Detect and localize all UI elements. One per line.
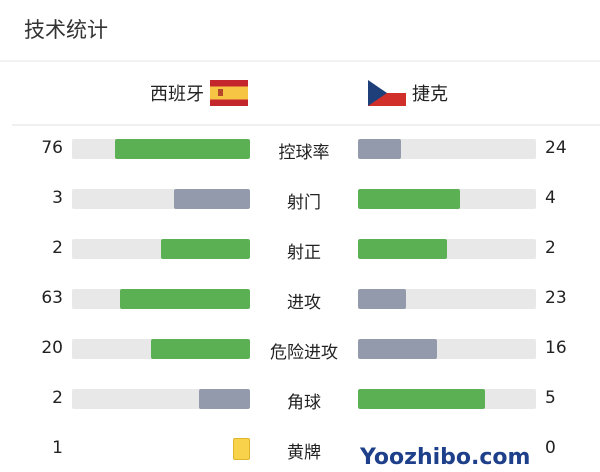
home-bar-fill <box>161 239 250 259</box>
home-value: 3 <box>52 188 63 208</box>
page-title: 技术统计 <box>24 18 108 42</box>
away-value: 23 <box>545 288 567 308</box>
spain-flag-icon <box>210 80 248 106</box>
stat-label: 角球 <box>287 393 321 413</box>
away-bar <box>358 389 536 409</box>
home-value: 20 <box>41 338 63 358</box>
home-bar-fill <box>119 289 250 309</box>
away-bar <box>358 189 536 209</box>
away-value: 4 <box>545 188 556 208</box>
home-value: 1 <box>52 438 63 458</box>
home-bar-fill <box>114 139 250 159</box>
stat-row: 2 角球 5 <box>0 384 600 414</box>
home-team: 西班牙 <box>150 80 248 106</box>
watermark: Yoozhibo.com <box>360 445 531 470</box>
home-bar-fill <box>151 339 250 359</box>
stat-row: 3 射门 4 <box>0 184 600 214</box>
home-bar <box>72 239 250 259</box>
away-team-name: 捷克 <box>412 84 448 105</box>
away-bar <box>358 139 536 159</box>
home-bar-fill <box>199 389 250 409</box>
away-value: 5 <box>545 388 556 408</box>
away-value: 16 <box>545 338 567 358</box>
home-bar-fill <box>173 189 250 209</box>
stat-label: 控球率 <box>278 143 330 163</box>
away-team: 捷克 <box>368 80 448 106</box>
home-value: 2 <box>52 388 63 408</box>
away-bar-fill <box>358 389 486 409</box>
home-bar <box>72 189 250 209</box>
away-value: 2 <box>545 238 556 258</box>
away-bar-fill <box>358 139 401 159</box>
stat-row: 20 危险进攻 16 <box>0 334 600 364</box>
home-value: 2 <box>52 238 63 258</box>
away-value: 24 <box>545 138 567 158</box>
teams-header: 西班牙 捷克 <box>0 80 600 110</box>
home-bar <box>72 289 250 309</box>
home-value: 76 <box>41 138 63 158</box>
stat-row: 2 射正 2 <box>0 234 600 264</box>
stat-label: 射门 <box>287 193 321 213</box>
stat-row: 1 黄牌 0 <box>0 434 600 464</box>
yellow-card-icon <box>233 438 250 460</box>
stat-label: 进攻 <box>287 293 321 313</box>
home-bar <box>72 339 250 359</box>
away-bar <box>358 339 536 359</box>
stat-row: 76 控球率 24 <box>0 134 600 164</box>
divider <box>12 124 600 126</box>
away-bar <box>358 289 536 309</box>
stat-label: 危险进攻 <box>270 343 338 363</box>
home-value: 63 <box>41 288 63 308</box>
away-bar-fill <box>358 339 438 359</box>
away-bar-fill <box>358 189 460 209</box>
home-bar <box>72 139 250 159</box>
away-bar-fill <box>358 289 406 309</box>
divider <box>0 60 600 62</box>
stat-label: 黄牌 <box>287 443 321 463</box>
stat-label: 射正 <box>287 243 321 263</box>
away-bar-fill <box>358 239 447 259</box>
home-team-name: 西班牙 <box>150 84 204 105</box>
away-bar <box>358 239 536 259</box>
home-bar <box>72 389 250 409</box>
away-value: 0 <box>545 438 556 458</box>
czech-flag-icon <box>368 80 406 106</box>
stat-row: 63 进攻 23 <box>0 284 600 314</box>
